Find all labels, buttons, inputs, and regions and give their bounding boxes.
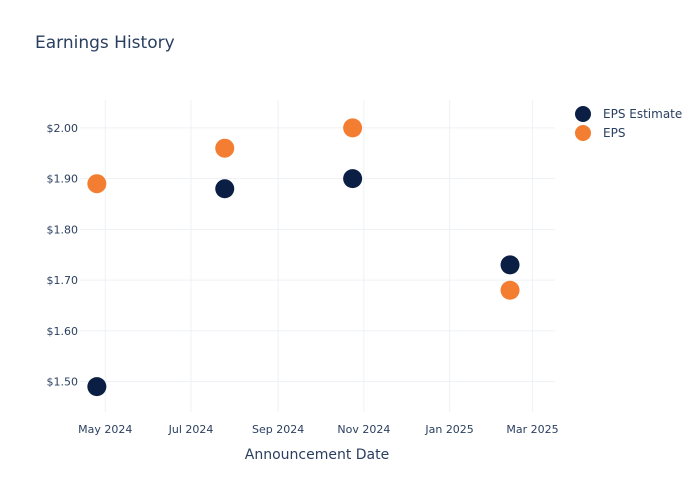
data-points bbox=[87, 118, 520, 397]
y-tick-label: $1.80 bbox=[47, 223, 79, 236]
legend-label-eps: EPS bbox=[603, 125, 626, 140]
data-point-eps-estimate[interactable] bbox=[87, 377, 107, 397]
data-point-eps-estimate[interactable] bbox=[343, 169, 363, 189]
x-axis-ticks: May 2024 Jul 2024 Sep 2024 Nov 2024 Jan 2025… bbox=[78, 423, 558, 436]
y-tick-label: $1.70 bbox=[47, 274, 79, 287]
y-tick-label: $1.90 bbox=[47, 173, 79, 186]
x-tick-label: Nov 2024 bbox=[337, 423, 390, 436]
data-point-eps[interactable] bbox=[215, 138, 235, 158]
legend-marker-eps-estimate bbox=[575, 105, 591, 122]
data-point-eps-estimate[interactable] bbox=[215, 179, 235, 199]
x-tick-label: Jan 2025 bbox=[424, 423, 473, 436]
legend-marker-eps bbox=[575, 124, 591, 141]
y-tick-label: $1.60 bbox=[47, 325, 79, 338]
gridlines bbox=[80, 100, 555, 412]
legend[interactable]: EPS Estimate EPS bbox=[573, 104, 698, 142]
x-tick-label: Jul 2024 bbox=[168, 423, 214, 436]
data-point-eps-estimate[interactable] bbox=[500, 255, 520, 275]
data-point-eps[interactable] bbox=[343, 118, 363, 138]
y-axis-ticks: $1.50 $1.60 $1.70 $1.80 $1.90 $2.00 bbox=[47, 122, 79, 389]
legend-label-eps-estimate: EPS Estimate bbox=[603, 106, 683, 121]
x-tick-label: Mar 2025 bbox=[506, 423, 558, 436]
data-point-eps[interactable] bbox=[500, 280, 520, 300]
legend-item-eps[interactable]: EPS bbox=[573, 123, 698, 142]
y-tick-label: $2.00 bbox=[47, 122, 79, 135]
x-tick-label: Sep 2024 bbox=[252, 423, 304, 436]
data-point-eps[interactable] bbox=[87, 174, 107, 194]
legend-item-eps-estimate[interactable]: EPS Estimate bbox=[573, 104, 698, 123]
x-axis-title: Announcement Date bbox=[244, 447, 390, 463]
y-tick-label: $1.50 bbox=[47, 376, 79, 389]
x-tick-label: May 2024 bbox=[78, 423, 132, 436]
chart-title: Earnings History bbox=[35, 33, 175, 53]
